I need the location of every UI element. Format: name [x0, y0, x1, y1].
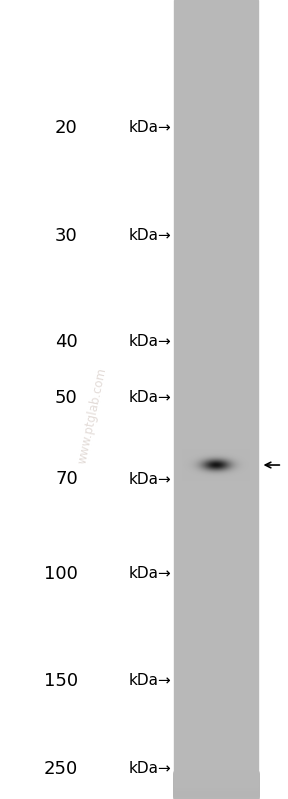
Bar	[174, 776, 258, 790]
Bar	[174, 783, 258, 798]
Bar	[174, 776, 258, 791]
Bar	[174, 779, 258, 794]
Bar	[174, 783, 258, 798]
Bar	[174, 781, 258, 796]
Text: 40: 40	[55, 333, 78, 351]
Text: 50: 50	[55, 389, 78, 407]
Bar	[174, 777, 258, 793]
Bar	[174, 779, 258, 794]
Bar	[174, 780, 258, 795]
Bar	[174, 778, 258, 793]
Bar	[174, 783, 258, 798]
Bar	[174, 777, 258, 791]
Bar	[174, 778, 258, 793]
Bar	[174, 772, 258, 786]
Text: kDa→: kDa→	[129, 335, 171, 349]
Bar	[174, 772, 258, 786]
Text: 20: 20	[55, 119, 78, 137]
Bar	[174, 780, 258, 795]
Text: kDa→: kDa→	[129, 391, 171, 405]
Bar	[174, 784, 258, 799]
Bar	[174, 777, 258, 793]
Bar	[174, 781, 258, 797]
Text: 150: 150	[44, 672, 78, 690]
Bar	[174, 776, 258, 791]
Text: kDa→: kDa→	[129, 229, 171, 243]
Bar	[174, 782, 258, 797]
Text: kDa→: kDa→	[129, 674, 171, 688]
Bar	[174, 779, 258, 793]
Bar	[174, 774, 258, 789]
Bar	[174, 777, 258, 792]
Bar	[174, 774, 258, 789]
Bar	[174, 777, 258, 792]
Bar	[174, 0, 258, 799]
Text: kDa→: kDa→	[129, 121, 171, 135]
Bar	[174, 771, 258, 786]
Bar	[174, 781, 258, 796]
Bar	[174, 778, 258, 793]
Bar	[174, 773, 258, 788]
Text: kDa→: kDa→	[129, 472, 171, 487]
Bar	[174, 777, 258, 792]
Bar	[174, 784, 258, 799]
Text: 250: 250	[43, 760, 78, 777]
Bar	[174, 774, 258, 789]
Bar	[174, 772, 258, 787]
Bar	[174, 781, 258, 796]
Bar	[174, 775, 258, 790]
Bar	[174, 773, 258, 787]
Bar	[174, 773, 258, 788]
Bar	[174, 780, 258, 794]
Bar	[174, 771, 258, 786]
Bar	[174, 781, 258, 797]
Bar	[174, 772, 258, 787]
Text: 30: 30	[55, 227, 78, 244]
Bar	[174, 773, 258, 788]
Bar	[174, 781, 258, 795]
Bar	[174, 774, 258, 789]
Text: www.ptglab.com: www.ptglab.com	[76, 366, 109, 465]
Bar	[174, 784, 258, 798]
Bar	[174, 773, 258, 789]
Text: 100: 100	[44, 565, 78, 582]
Text: kDa→: kDa→	[129, 761, 171, 776]
Bar	[174, 782, 258, 797]
Bar	[174, 782, 258, 797]
Text: kDa→: kDa→	[129, 566, 171, 581]
Bar	[174, 778, 258, 793]
Bar	[174, 782, 258, 797]
Bar	[174, 773, 258, 789]
Bar	[174, 775, 258, 789]
Bar	[174, 775, 258, 790]
Bar	[174, 780, 258, 794]
Text: 70: 70	[55, 471, 78, 488]
Bar	[174, 781, 258, 796]
Bar	[174, 783, 258, 797]
Bar	[174, 777, 258, 792]
Bar	[174, 775, 258, 790]
Bar	[174, 773, 258, 788]
